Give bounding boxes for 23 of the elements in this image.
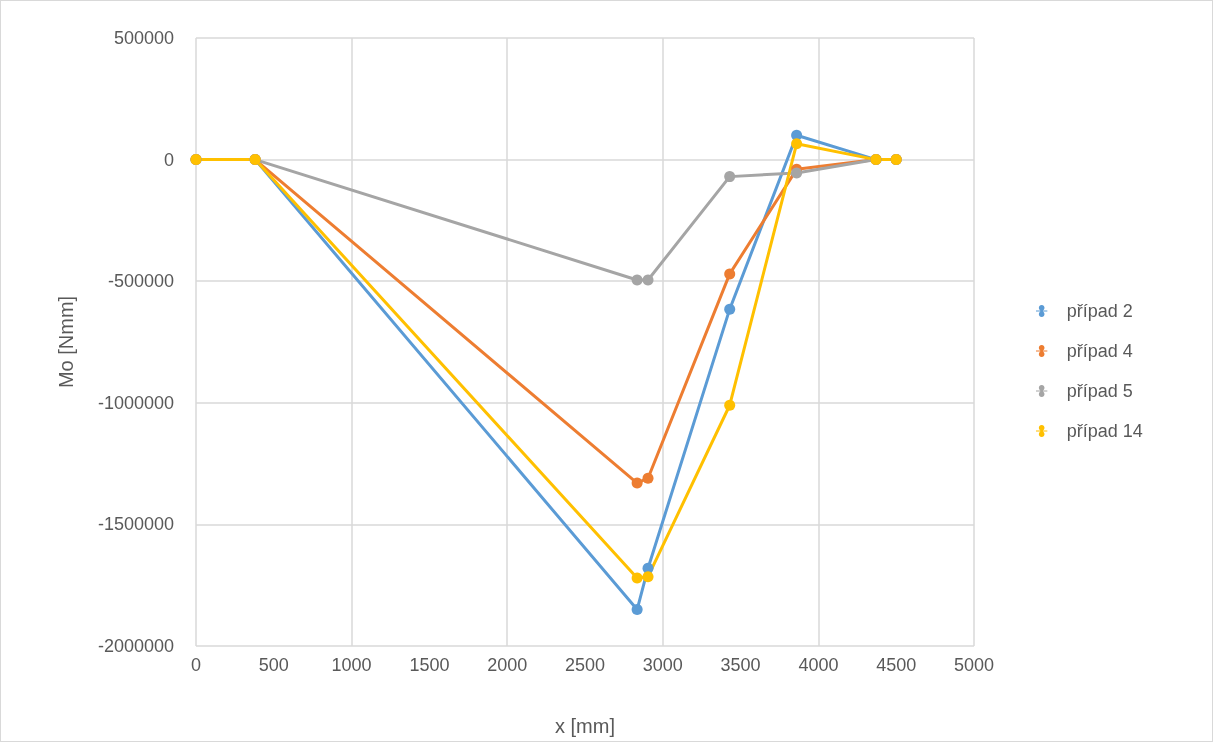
y-tick-label: -1500000 <box>97 514 174 535</box>
legend-label: případ 5 <box>1066 381 1133 401</box>
x-tick-label: 4500 <box>876 655 917 675</box>
legend-label: případ 4 <box>1066 341 1133 361</box>
y-tick-label: 500000 <box>113 28 174 48</box>
x-tick-label: 500 <box>258 655 289 675</box>
x-tick-label: 2500 <box>564 655 606 675</box>
legend-label: případ 14 <box>1066 421 1143 441</box>
x-axis-title: x [mm] <box>555 715 615 737</box>
x-tick-label: 1000 <box>331 655 372 675</box>
x-tick-label: 3000 <box>642 655 683 675</box>
y-tick-label: -1000000 <box>97 392 174 413</box>
x-tick-label: 3500 <box>720 655 761 675</box>
x-tick-label: 1500 <box>409 655 450 675</box>
y-axis-title: Mo [Nmm] <box>55 295 77 389</box>
y-tick-label: -500000 <box>107 271 174 292</box>
legend-label: případ 2 <box>1066 301 1133 321</box>
x-tick-label: 0 <box>190 655 202 675</box>
x-tick-label: 5000 <box>953 655 995 675</box>
x-tick-label: 2000 <box>487 655 528 675</box>
y-tick-label: 0 <box>163 149 174 170</box>
y-tick-label: -2000000 <box>97 636 174 656</box>
x-tick-label: 4000 <box>798 655 839 675</box>
